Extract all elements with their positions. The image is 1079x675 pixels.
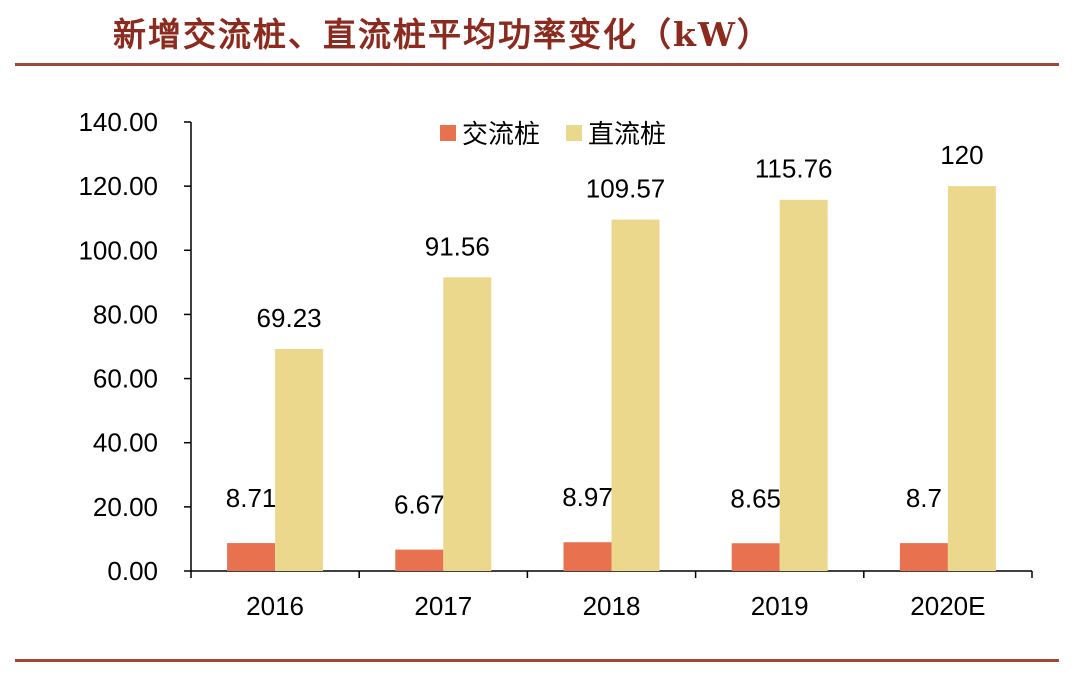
- x-tick-label: 2019: [751, 591, 809, 621]
- legend-item-dc: 直流桩: [566, 114, 666, 151]
- legend-swatch-dc: [566, 124, 583, 141]
- x-tick-label: 2017: [414, 591, 472, 621]
- legend: 交流桩 直流桩: [440, 114, 692, 151]
- bar-ac: [395, 549, 444, 571]
- bar-dc: [947, 186, 996, 571]
- legend-label-dc: 直流桩: [588, 120, 667, 150]
- data-label-ac: 8.7: [906, 483, 942, 513]
- y-tick-label: 0.00: [107, 556, 158, 586]
- chart-title: 新增交流桩、直流桩平均功率变化（kW）: [113, 15, 772, 54]
- data-label-ac: 8.71: [226, 483, 277, 513]
- x-tick-label: 2016: [246, 591, 304, 621]
- data-label-ac: 8.97: [562, 482, 613, 512]
- x-tick-label: 2018: [583, 591, 641, 621]
- data-label-dc: 91.56: [425, 231, 490, 261]
- x-tick-label: 2020E: [910, 591, 985, 621]
- legend-item-ac: 交流桩: [440, 114, 540, 151]
- y-tick-label: 100.00: [78, 235, 158, 265]
- bottom-divider: [15, 659, 1059, 662]
- y-tick-label: 80.00: [93, 299, 158, 329]
- bar-ac: [899, 543, 948, 571]
- y-tick-label: 40.00: [93, 428, 158, 458]
- data-label-dc: 120: [940, 140, 983, 170]
- legend-label-ac: 交流桩: [462, 120, 541, 150]
- y-tick-label: 140.00: [78, 107, 158, 137]
- data-label-dc: 69.23: [257, 303, 322, 333]
- data-label-ac: 8.65: [730, 483, 781, 513]
- data-label-ac: 6.67: [394, 490, 445, 520]
- data-label-dc: 115.76: [755, 154, 833, 184]
- bar-ac: [731, 543, 780, 571]
- bar-dc: [275, 348, 324, 571]
- top-divider: [15, 63, 1059, 66]
- bar-ac: [563, 542, 612, 571]
- bar-dc: [443, 277, 492, 571]
- y-tick-label: 20.00: [93, 492, 158, 522]
- bar-dc: [779, 199, 828, 571]
- y-tick-label: 120.00: [78, 171, 158, 201]
- legend-swatch-ac: [440, 124, 456, 141]
- y-tick-label: 60.00: [93, 364, 158, 394]
- bar-dc: [611, 219, 660, 571]
- data-label-dc: 109.57: [586, 174, 666, 204]
- bar-ac: [227, 543, 276, 571]
